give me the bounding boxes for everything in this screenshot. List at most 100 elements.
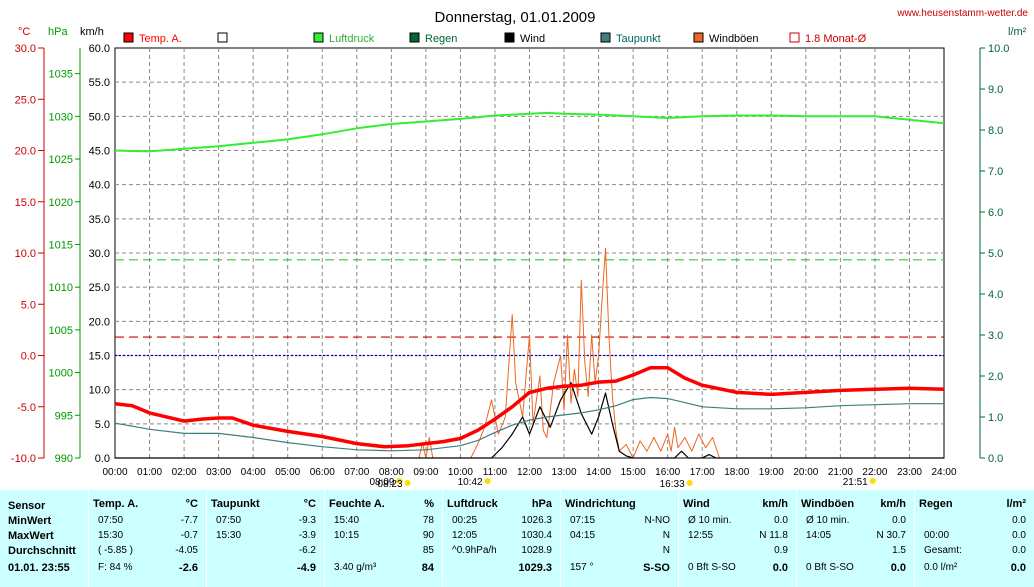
- cell-value: 84: [421, 562, 434, 574]
- x-tick-label: 15:00: [621, 467, 646, 478]
- column-header: Feuchte A.: [329, 498, 385, 510]
- cell-label: 10:15: [334, 530, 360, 541]
- series-line-windben: [115, 247, 944, 459]
- cell-value: -7.7: [180, 515, 198, 526]
- cell-value: 0.9: [774, 545, 788, 556]
- cell-label: 00:00: [924, 530, 950, 541]
- series-line-wind: [115, 382, 944, 459]
- series-line-tempa: [114, 366, 945, 449]
- rain-tick-label: 3.0: [988, 330, 1003, 342]
- stats-column-luftdruck: Luftdruck hPa 00:25 1026.3 12:05 1030.4 ^0.9hP…: [442, 490, 561, 587]
- cell-value: 0.0: [1012, 515, 1026, 526]
- x-tick-label: 12:00: [517, 467, 542, 478]
- kmh-tick-label: 25.0: [89, 282, 110, 294]
- kmh-tick-label: 20.0: [89, 316, 110, 328]
- series-line-luftdruck: [114, 111, 945, 153]
- cell-label: Gesamt:: [924, 545, 962, 556]
- x-tick-label: 20:00: [793, 467, 818, 478]
- column-header: Wind: [683, 498, 710, 510]
- stats-panel: Sensor MinWert MaxWert Durchschnitt 01.0…: [0, 490, 1034, 587]
- temp-tick-label: 15.0: [15, 197, 36, 209]
- x-tick-label: 06:00: [310, 467, 335, 478]
- legend-swatch-taupunkt: [600, 32, 611, 43]
- cell-value: 1029.3: [518, 562, 552, 574]
- column-header: Temp. A.: [93, 498, 139, 510]
- legend-swatch-wind: [504, 32, 515, 43]
- marker-sun-icon: [484, 478, 491, 484]
- cell-value: 1026.3: [521, 515, 552, 526]
- column-unit: °C: [303, 498, 316, 510]
- cell-value: -0.7: [180, 530, 198, 541]
- row-label-avg: Durchschnitt: [8, 545, 76, 557]
- cell-label: 07:50: [216, 515, 242, 526]
- rain-unit-label: l/m²: [1008, 26, 1027, 38]
- stats-column-wind: Wind km/h Ø 10 min. 0.0 12:55 N 11.8 0.9 0 Bft …: [678, 490, 797, 587]
- cell-value: N-NO: [644, 515, 670, 526]
- cell-value: -4.9: [297, 562, 316, 574]
- cell-value: 85: [422, 545, 434, 556]
- column-unit: km/h: [762, 498, 788, 510]
- x-tick-label: 00:00: [102, 467, 127, 478]
- cell-label: 15:40: [334, 515, 360, 526]
- hpa-tick-label: 990: [55, 453, 73, 465]
- rain-tick-label: 5.0: [988, 248, 1003, 260]
- legend-label-temp: Temp. A.: [139, 33, 182, 45]
- kmh-tick-label: 5.0: [95, 419, 110, 431]
- marker-sun-icon: [686, 480, 693, 486]
- rain-tick-label: 10.0: [988, 43, 1009, 55]
- x-tick-label: 05:00: [275, 467, 300, 478]
- legend-label-regen: Regen: [425, 33, 457, 45]
- column-unit: hPa: [531, 498, 552, 510]
- x-tick-label: 23:00: [897, 467, 922, 478]
- cell-value: N 11.8: [759, 530, 788, 541]
- cell-value: N: [662, 530, 670, 541]
- hpa-tick-label: 1020: [49, 197, 73, 209]
- cell-value: -6.2: [298, 545, 316, 556]
- column-unit: %: [424, 498, 434, 510]
- marker-label: 10:42: [458, 477, 483, 488]
- x-tick-label: 18:00: [724, 467, 749, 478]
- website-link[interactable]: www.heusenstamm-wetter.de: [896, 8, 1028, 19]
- legend-swatch-temp: [123, 32, 134, 43]
- weather-chart: Donnerstag, 01.01.2009 www.heusenstamm-w…: [11, 8, 1029, 490]
- temp-tick-label: -10.0: [11, 453, 36, 465]
- marker-label: 08:09: [369, 477, 394, 488]
- x-tick-label: 14:00: [586, 467, 611, 478]
- x-tick-label: 08:00: [379, 467, 404, 478]
- rain-tick-label: 9.0: [988, 84, 1003, 96]
- column-unit: °C: [185, 498, 198, 510]
- hpa-tick-label: 1000: [49, 368, 73, 380]
- legend-label-monat: 1.8 Monat-Ø: [805, 33, 867, 45]
- cell-label: Ø 10 min.: [806, 515, 850, 526]
- stats-column-windboeen: Windböen km/h Ø 10 min. 0.0 14:05 N 30.7 1.5 0 …: [796, 490, 915, 587]
- cell-value: 1.5: [892, 545, 906, 556]
- cell-label: ^0.9hPa/h: [452, 545, 497, 556]
- cell-value: 0.0: [1012, 545, 1026, 556]
- column-header: Luftdruck: [447, 498, 498, 510]
- cell-label: ( -5.85 ): [98, 545, 134, 556]
- rain-tick-label: 4.0: [988, 289, 1003, 301]
- cell-value: 1028.9: [521, 545, 552, 556]
- temp-tick-label: 20.0: [15, 146, 36, 158]
- kmh-tick-label: 55.0: [89, 77, 110, 89]
- row-label-min: MinWert: [8, 515, 52, 527]
- column-header: Windböen: [801, 498, 855, 510]
- legend-label-taupunkt: Taupunkt: [616, 33, 661, 45]
- hpa-tick-label: 1025: [49, 154, 73, 166]
- rain-tick-label: 7.0: [988, 166, 1003, 178]
- cell-value: 0.0: [1010, 562, 1026, 574]
- cell-value: N 30.7: [876, 530, 906, 541]
- kmh-tick-label: 30.0: [89, 248, 110, 260]
- kmh-unit-label: km/h: [80, 26, 104, 38]
- row-label-current: 01.01. 23:55: [8, 562, 70, 574]
- x-tick-label: 10:00: [448, 467, 473, 478]
- stats-column-feuchte: Feuchte A.% 15:40 78 10:15 90 85 3.40 g/m³ 84: [324, 490, 443, 587]
- legend-swatch-luftdruck: [313, 32, 324, 43]
- chart-title: Donnerstag, 01.01.2009: [435, 9, 596, 26]
- temp-tick-label: 5.0: [21, 299, 36, 311]
- cell-label: 15:30: [216, 530, 242, 541]
- cell-label: 157 °: [570, 562, 594, 573]
- marker-sun-icon: [404, 480, 411, 486]
- legend-swatch-empty: [217, 32, 228, 43]
- hpa-unit-label: hPa: [48, 26, 68, 38]
